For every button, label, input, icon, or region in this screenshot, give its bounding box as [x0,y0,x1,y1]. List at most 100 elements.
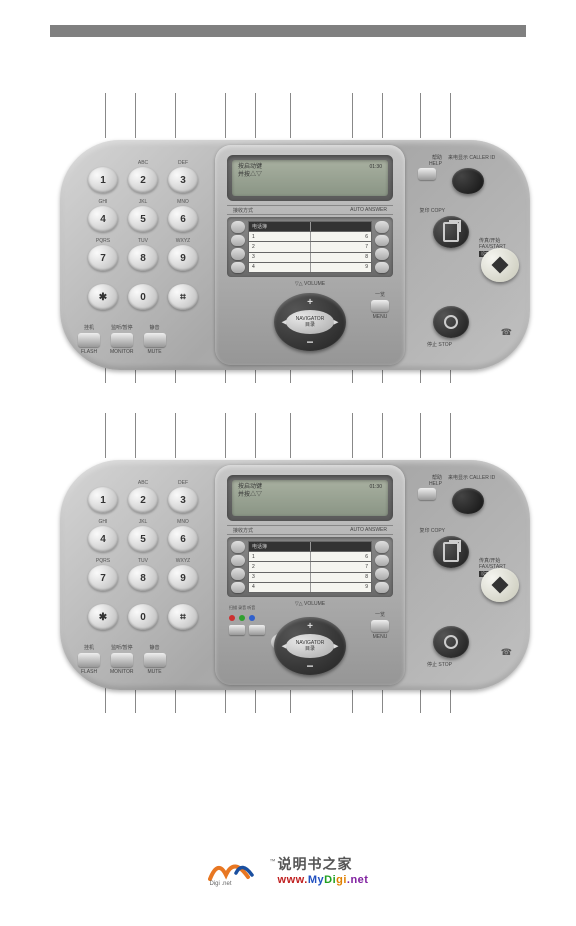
callout-line [175,93,176,138]
footer-url-part: gi [336,874,347,886]
speeddial-button-l3[interactable] [231,582,245,594]
keypad-key-9[interactable]: 9 [168,565,198,591]
sd-cell: 9 [311,583,372,592]
small-button-mute: 静音MUTE [144,644,166,675]
monitor-button[interactable] [111,653,133,667]
copy-button[interactable] [433,536,469,568]
speeddial-button-r0[interactable] [375,221,389,233]
speeddial-button-r0[interactable] [375,541,389,553]
speeddial-button-r1[interactable] [375,555,389,567]
keypad-key-2[interactable]: 2 [128,487,158,513]
extra-button-1[interactable] [229,625,245,635]
menu-button-wrap: 一览 MENU [371,611,389,640]
keypad-key-6[interactable]: 6 [168,206,198,232]
sd-cell: 2 [249,242,311,251]
keypad-key-5[interactable]: 5 [128,206,158,232]
keypad-key-5[interactable]: 5 [128,526,158,552]
speeddial-button-l3[interactable] [231,262,245,274]
speeddial-button-l2[interactable] [231,248,245,260]
keypad-key-✱[interactable]: ✱ [88,284,118,310]
callerid-button[interactable] [452,488,484,514]
keypad: ABCDEF123GHIJKLMNO456PQRSTUVWXYZ789✱0⌗ [78,480,208,636]
center-module: 按启动键 并按△▽ 01:30 接收方式 AUTO ANSWER 电话簿1627… [215,145,405,365]
monitor-button[interactable] [111,333,133,347]
fax-start-button[interactable] [481,248,519,282]
tm-text: ™ [270,859,276,865]
callout-line [105,413,106,458]
extra-button-2[interactable] [249,625,265,635]
menu-button-wrap: 一览 MENU [371,291,389,320]
fax-start-button[interactable] [481,568,519,602]
key-sublabel [88,160,118,166]
sd-cell: 7 [311,562,372,571]
keypad-key-7[interactable]: 7 [88,565,118,591]
menu-button[interactable] [371,300,389,312]
key-sublabel: ABC [128,160,158,166]
left-icon: ◄ [280,318,288,327]
speeddial-button-l1[interactable] [231,235,245,247]
callerid-button[interactable] [452,168,484,194]
key-sublabel: TUV [128,558,158,564]
key-sublabel: GHI [88,519,118,525]
menu-sub: 一览 [375,611,385,618]
keypad-key-1[interactable]: 1 [88,487,118,513]
speeddial-button-r1[interactable] [375,235,389,247]
key-sublabel: JKL [128,519,158,525]
keypad-key-⌗[interactable]: ⌗ [168,284,198,310]
keypad-key-⌗[interactable]: ⌗ [168,604,198,630]
navigator-button[interactable]: + − ◄ ► NAVIGATOR 目录 [274,293,346,351]
keypad-key-3[interactable]: 3 [168,167,198,193]
key-sublabel: TUV [128,238,158,244]
navigator-button[interactable]: + − ◄ ► NAVIGATOR 目录 [274,617,346,675]
speeddial-button-r3[interactable] [375,582,389,594]
footer-url-part: My [308,874,324,886]
small-button-toplabel: 挂机 [84,324,94,331]
stop-button[interactable] [433,626,469,658]
indicator-dots [229,615,265,621]
keypad-key-4[interactable]: 4 [88,526,118,552]
keypad-key-8[interactable]: 8 [128,565,158,591]
mute-button[interactable] [144,653,166,667]
plus-icon: + [307,297,313,308]
keypad-key-0[interactable]: 0 [128,284,158,310]
keypad-key-7[interactable]: 7 [88,245,118,271]
keypad-key-3[interactable]: 3 [168,487,198,513]
keypad-key-9[interactable]: 9 [168,245,198,271]
keypad-key-1[interactable]: 1 [88,167,118,193]
volume-label: ▽△ VOLUME [295,281,325,287]
speeddial-button-l2[interactable] [231,568,245,580]
callout-line [382,413,383,458]
keypad-key-4[interactable]: 4 [88,206,118,232]
sd-cell: 3 [249,253,311,262]
callerid-toplabel: 来电显示 CALLER ID [448,154,495,161]
small-button-flash: 挂机FLASH [78,644,100,675]
flash-button[interactable] [78,653,100,667]
help-button[interactable] [418,168,436,180]
key-sublabel [128,597,158,603]
keypad-key-✱[interactable]: ✱ [88,604,118,630]
nav-text2: 目录 [305,322,315,328]
lcd-right: 01:30 [369,483,382,491]
keypad-key-0[interactable]: 0 [128,604,158,630]
flash-button[interactable] [78,333,100,347]
keypad-key-8[interactable]: 8 [128,245,158,271]
mute-button[interactable] [144,333,166,347]
speeddial-button-l1[interactable] [231,555,245,567]
copy-button[interactable] [433,216,469,248]
speeddial-button-l0[interactable] [231,541,245,553]
keypad-key-6[interactable]: 6 [168,526,198,552]
help-button[interactable] [418,488,436,500]
speeddial-button-r2[interactable] [375,248,389,260]
callout-line [290,93,291,138]
speeddial-button-l0[interactable] [231,221,245,233]
menu-button[interactable] [371,620,389,632]
small-button-toplabel: 静音 [150,324,160,331]
sd-cell: 8 [311,253,372,262]
speeddial-button-r2[interactable] [375,568,389,580]
speeddial-button-r3[interactable] [375,262,389,274]
bottom-button-row: 挂机FLASH监听/暂停MONITOR静音MUTE [78,644,166,675]
keypad-key-2[interactable]: 2 [128,167,158,193]
stop-button[interactable] [433,306,469,338]
lcd-display: 按启动键 并按△▽ 01:30 [232,480,388,516]
fax-panel-2: ABCDEF123GHIJKLMNO456PQRSTUVWXYZ789✱0⌗ 挂… [60,460,530,690]
